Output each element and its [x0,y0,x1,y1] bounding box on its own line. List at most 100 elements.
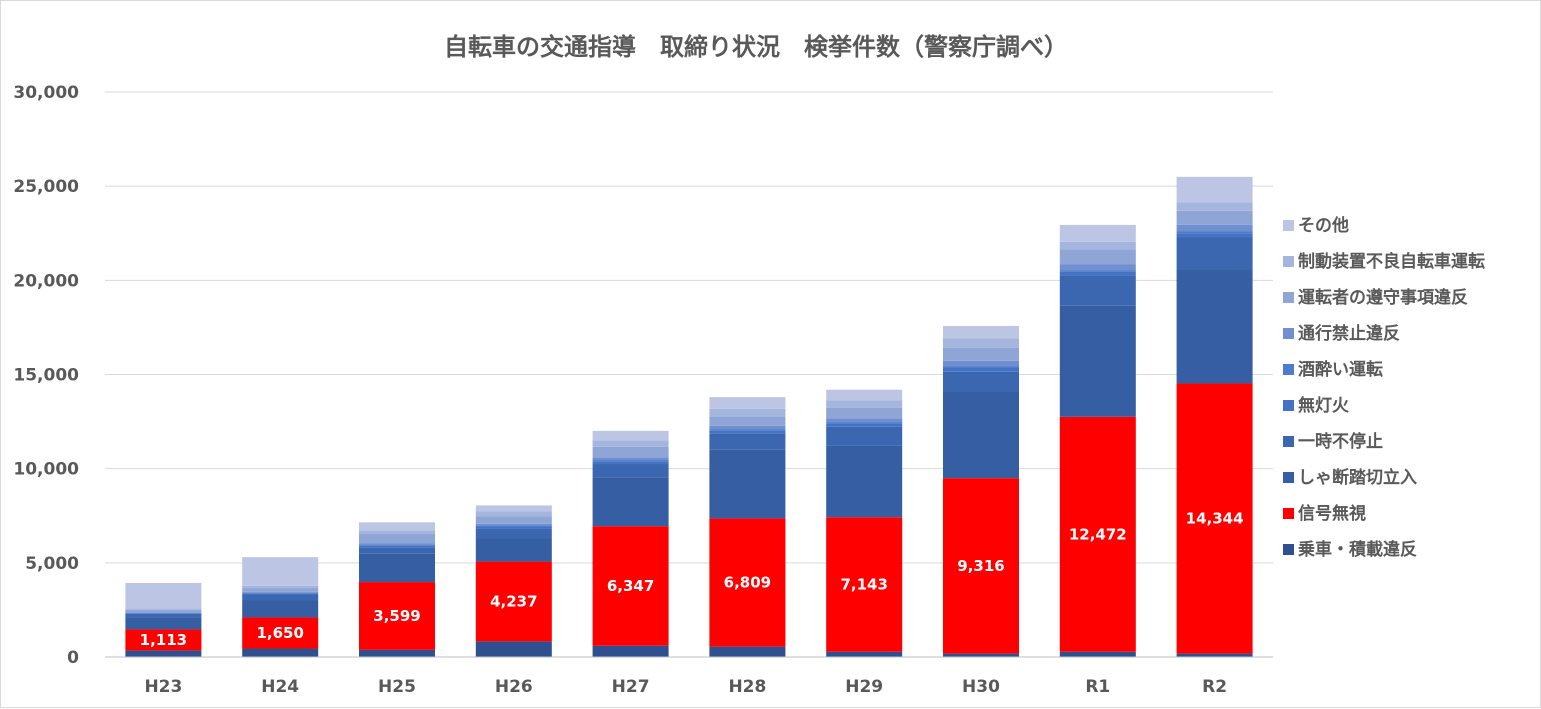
bar-segment [359,650,435,657]
bar-segment [359,522,435,530]
bar-segment [943,392,1019,479]
bar-segment [242,557,318,586]
bar-segment [826,446,902,518]
bar-segment [826,652,902,657]
y-tick-label: 0 [67,648,79,668]
bar-segment [242,594,318,600]
bar-segment [242,593,318,594]
legend-label: 通行禁止違反 [1298,323,1400,344]
bar-segment [709,416,785,425]
bar-segment [593,457,669,460]
bar-segment [943,361,1019,367]
legend-item: 一時不停止 [1283,431,1383,452]
bar-segment [1060,270,1136,272]
bar-segment [709,409,785,417]
bar-segment [476,511,552,516]
bar-segment [476,524,552,526]
bar-segment [476,526,552,527]
legend: その他制動装置不良自転車運転運転者の遵守事項違反通行禁止違反酒酔い運転無灯火一時… [1283,215,1485,560]
legend-swatch [1283,220,1294,231]
bar-segment [242,592,318,593]
x-tick-label: H27 [612,677,650,697]
legend-swatch [1283,436,1294,447]
data-label: 6,809 [724,574,771,592]
bar-segment [826,423,902,426]
bar-segment [1060,225,1136,242]
y-tick-label: 25,000 [13,177,79,197]
bar-segment [125,614,201,618]
y-tick-label: 10,000 [13,460,79,480]
legend-label: 酒酔い運転 [1298,359,1383,380]
bar-segment [709,426,785,430]
legend-label: 無灯火 [1298,395,1350,416]
bar-segment [943,366,1019,368]
bar-segment [1060,249,1136,264]
bar-segment [125,610,201,612]
legend-label: 乗車・積載違反 [1297,539,1417,560]
bar-segment [359,545,435,546]
bar-segment [709,397,785,409]
bar-segment [593,447,669,457]
legend-swatch [1283,292,1294,303]
bar-segment [359,547,435,554]
legend-item: 運転者の遵守事項違反 [1283,287,1468,308]
y-tick-label: 5,000 [25,554,79,574]
bar-segment [826,422,902,423]
bar-segment [826,400,902,408]
bar-segment [943,372,1019,392]
x-tick-label: H25 [378,677,416,697]
legend-item: 乗車・積載違反 [1283,539,1417,560]
bar-segment [476,516,552,524]
bar-segment [359,554,435,582]
legend-swatch [1283,544,1294,555]
bar-segment [359,534,435,543]
y-tick-label: 30,000 [13,83,79,103]
legend-swatch [1283,256,1294,267]
x-tick-label: R2 [1202,677,1227,697]
bar-segment [1060,242,1136,250]
bar-segment [943,368,1019,372]
x-tick-label: H30 [962,677,1000,697]
data-label: 9,316 [957,557,1004,575]
bar-segment [1177,225,1253,232]
bar-segment [1177,654,1253,657]
legend-label: 一時不停止 [1298,431,1383,452]
bar-segment [826,408,902,418]
bar-segment [125,613,201,614]
x-tick-label: H29 [845,677,883,697]
bar-segment [359,543,435,545]
bar-segment [476,529,552,538]
bar-segment [826,418,902,422]
bar-segment [242,601,318,618]
bar-segment [476,538,552,562]
bar-segment [593,646,669,657]
legend-item: その他 [1283,215,1349,236]
legend-item: しゃ断踏切立入 [1283,467,1417,488]
bar-segment [1060,264,1136,270]
legend-swatch [1283,364,1294,375]
bar-segment [593,440,669,447]
bar-segment [1060,276,1136,306]
data-label: 4,237 [490,592,537,610]
bar-segment [242,586,318,588]
chart-title: 自転車の交通指導 取締り状況 検挙件数（警察庁調べ） [444,33,1068,61]
x-tick-label: H28 [728,677,766,697]
bar-segment [125,583,201,608]
bar-segment [593,460,669,461]
bar-segment [242,593,318,594]
data-label: 1,650 [256,624,303,642]
bar-segment [709,450,785,519]
bar-segment [709,647,785,657]
legend-label: 運転者の遵守事項違反 [1298,287,1468,308]
bar-segment [1060,652,1136,657]
y-tick-label: 15,000 [13,366,79,386]
bar-segment [1060,306,1136,417]
x-tick-label: R1 [1085,677,1110,697]
bar-segment [359,546,435,548]
bar-segment [709,431,785,434]
data-label: 3,599 [373,607,420,625]
legend-item: 無灯火 [1283,395,1350,416]
